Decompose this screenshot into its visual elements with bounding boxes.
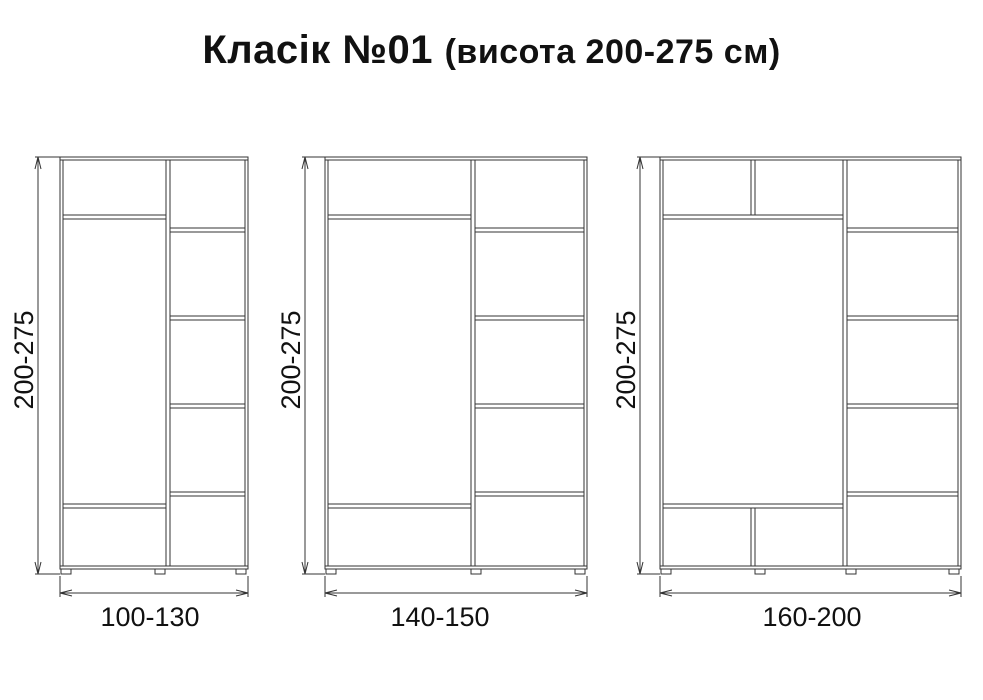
- top-panel: [59, 156, 249, 161]
- foot: [235, 568, 247, 575]
- foot: [60, 568, 72, 575]
- foot: [574, 568, 586, 575]
- shelf: [62, 503, 167, 509]
- divider-panel: [165, 159, 171, 567]
- shelf: [474, 491, 585, 497]
- arrow-left-icon: [659, 589, 673, 597]
- shelf: [846, 227, 959, 233]
- arrow-right-icon: [235, 589, 249, 597]
- shelf: [474, 227, 585, 233]
- top-panel: [324, 156, 588, 161]
- shelf: [327, 503, 472, 509]
- wardrobe-3: [636, 156, 962, 597]
- foot: [754, 568, 766, 575]
- foot: [845, 568, 857, 575]
- height-label-1: 200-275: [9, 310, 39, 409]
- shelf: [662, 503, 844, 509]
- wardrobe-2: [301, 156, 588, 597]
- bottom-panel: [324, 565, 588, 570]
- shelf: [846, 403, 959, 409]
- arrow-up-icon: [636, 156, 644, 170]
- shelf: [846, 315, 959, 321]
- shelf: [169, 491, 246, 497]
- shelf: [169, 403, 246, 409]
- shelf: [662, 214, 844, 220]
- shelf: [169, 315, 246, 321]
- arrow-down-icon: [301, 561, 309, 575]
- divider-panel: [842, 159, 848, 567]
- width-label-1: 100-130: [100, 602, 199, 632]
- height-label-3: 200-275: [611, 310, 641, 409]
- arrow-up-icon: [301, 156, 309, 170]
- arrow-down-icon: [34, 561, 42, 575]
- arrow-left-icon: [324, 589, 338, 597]
- bottom-panel: [59, 565, 249, 570]
- side-panel: [957, 156, 962, 567]
- side-panel: [583, 156, 588, 567]
- shelf: [846, 491, 959, 497]
- foot: [325, 568, 337, 575]
- top-panel: [659, 156, 962, 161]
- arrow-left-icon: [59, 589, 73, 597]
- arrow-up-icon: [34, 156, 42, 170]
- width-label-2: 140-150: [390, 602, 489, 632]
- wardrobe-1: [34, 156, 249, 597]
- foot: [470, 568, 482, 575]
- foot: [660, 568, 672, 575]
- arrow-right-icon: [948, 589, 962, 597]
- shelf: [169, 227, 246, 233]
- arrow-right-icon: [574, 589, 588, 597]
- title-main: Класік №01: [202, 28, 433, 72]
- shelf: [62, 214, 167, 220]
- page-title: Класік №01 (висота 200-275 см): [0, 28, 983, 73]
- arrow-down-icon: [636, 561, 644, 575]
- width-label-3: 160-200: [762, 602, 861, 632]
- divider-panel: [750, 505, 756, 567]
- bottom-panel: [659, 565, 962, 570]
- foot: [154, 568, 166, 575]
- shelf: [327, 214, 472, 220]
- divider-panel: [750, 159, 756, 218]
- side-panel: [244, 156, 249, 567]
- foot: [948, 568, 960, 575]
- divider-panel: [470, 159, 476, 567]
- shelf: [474, 315, 585, 321]
- shelf: [474, 403, 585, 409]
- height-label-2: 200-275: [276, 310, 306, 409]
- title-subtitle: (висота 200-275 см): [444, 33, 781, 71]
